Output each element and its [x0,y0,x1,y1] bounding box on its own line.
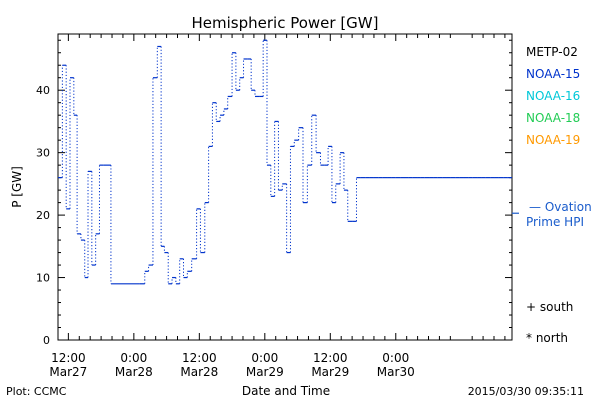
y-axis-ticks: 0 10 20 30 40 [36,39,512,347]
x-tick-date: Mar29 [246,365,284,379]
plot-frame [57,33,513,341]
data-series [58,39,512,285]
x-tick-time: 0:00 [251,351,278,365]
x-tick-date: Mar29 [311,365,349,379]
ovation-prime-label-line1: — Ovation [529,200,592,214]
x-tick-time: 12:00 [182,351,217,365]
legend-entry-noaa-18: NOAA-18 [526,111,580,125]
x-tick-time: 12:00 [51,351,86,365]
x-tick-time: 0:00 [382,351,409,365]
marker-legend-north: * north [526,331,568,345]
plot-axes [57,33,513,341]
marker-legend: + south * north [526,300,573,345]
x-tick-date: Mar28 [180,365,218,379]
x-tick-date: Mar28 [115,365,153,379]
y-axis-label: P [GW] [10,166,24,208]
plot-timestamp: 2015/03/30 09:35:11 [468,385,584,398]
y-tick-label: 40 [36,84,50,97]
legend-entry-noaa-16: NOAA-16 [526,89,580,103]
x-tick-date: Mar30 [377,365,415,379]
x-axis-label: Date and Time [242,384,330,398]
series-noaa-15 [58,39,512,285]
marker-legend-south: + south [526,300,573,314]
y-tick-label: 20 [36,209,50,222]
x-tick-time: 0:00 [120,351,147,365]
legend-entry-noaa-15: NOAA-15 [526,67,580,81]
x-axis-ticks: 12:00Mar270:00Mar2812:00Mar280:00Mar2912… [49,34,506,379]
y-tick-label: 30 [36,147,50,160]
legend-entry-noaa-19: NOAA-19 [526,133,580,147]
chart-legend: METP-02 NOAA-15 NOAA-16 NOAA-18 NOAA-19 [526,45,580,147]
x-tick-date: Mar27 [49,365,87,379]
ovation-prime-label-line2: Prime HPI [526,215,584,229]
y-tick-label: 10 [36,272,50,285]
y-tick-label: 0 [43,334,50,347]
chart-title: Hemispheric Power [GW] [192,14,379,32]
legend-entry-metp-02: METP-02 [526,45,578,59]
plot-credit: Plot: CCMC [6,385,67,398]
x-tick-time: 12:00 [313,351,348,365]
